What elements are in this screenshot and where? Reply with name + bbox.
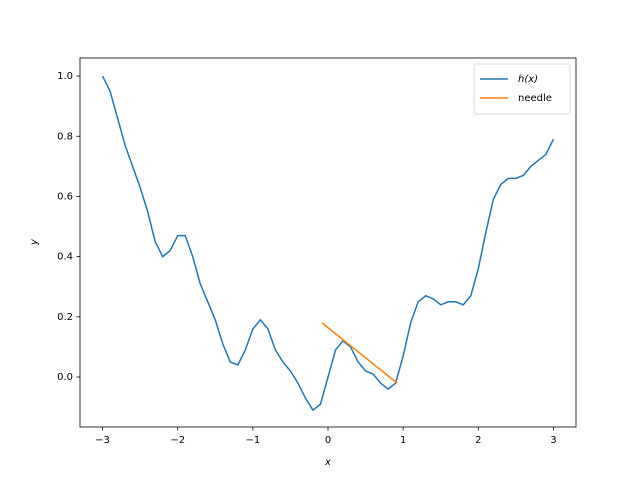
line [101, 75, 555, 412]
legend-box [473, 63, 571, 115]
y-tick-label: 0.8 [57, 131, 73, 142]
x-tick-label: 1 [400, 435, 406, 446]
y-tick-label: 0.0 [57, 372, 73, 383]
x-tick-label: 0 [325, 435, 331, 446]
x-tick-label: −2 [170, 435, 185, 446]
x-tick-label: 3 [550, 435, 556, 446]
line [321, 322, 398, 384]
legend-label: needle [518, 93, 552, 104]
y-tick-label: 0.6 [57, 191, 73, 202]
y-tick-label: 0.4 [57, 252, 73, 263]
x-axis-label: x [324, 457, 331, 468]
x-tick-label: −3 [95, 435, 110, 446]
y-axis-label: y [29, 238, 40, 246]
x-tick-label: 2 [475, 435, 481, 446]
y-tick-label: 0.2 [57, 312, 73, 323]
plot-frame [79, 57, 577, 428]
y-tick-label: 1.0 [57, 71, 73, 82]
legend-label: h(x) [518, 74, 538, 85]
x-tick-label: −1 [245, 435, 260, 446]
